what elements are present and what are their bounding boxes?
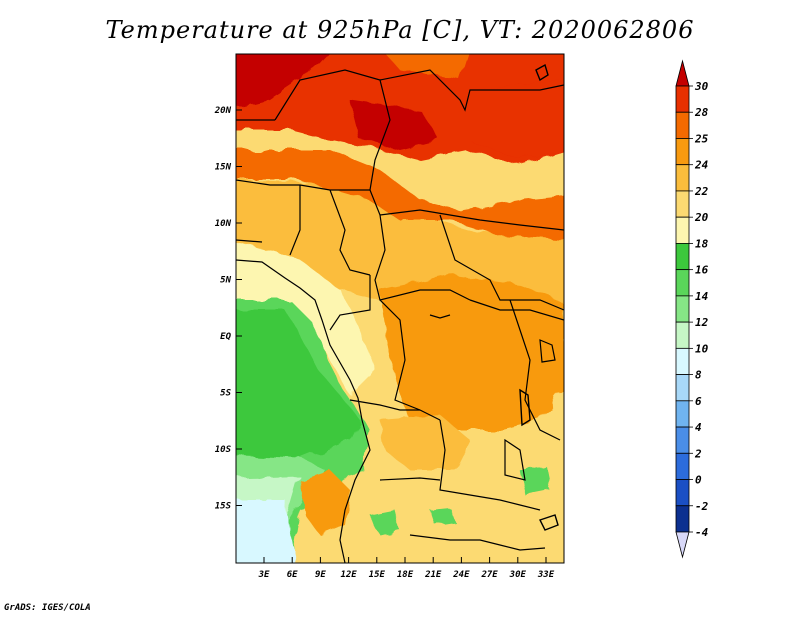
colorbar-label: 25 (694, 132, 709, 145)
lat-label: EQ (220, 332, 231, 342)
colorbar-label: 28 (694, 106, 709, 119)
lon-label: 3E (258, 570, 270, 580)
colorbar-segment (675, 164, 690, 192)
lon-label: 18E (397, 570, 414, 580)
lakes (519, 63, 559, 531)
colorbar-segment (675, 505, 690, 533)
plot-title: Temperature at 925hPa [C], VT: 202006280… (105, 16, 695, 44)
longitude-axis: 3E 6E 9E 12E 15E 18E 21E 24E 27E 30E 33E (258, 557, 555, 580)
colorbar-label: -2 (695, 500, 709, 513)
lon-label: 6E (287, 570, 298, 580)
lon-label: 33E (537, 570, 555, 580)
lon-label: 15E (369, 570, 386, 580)
country-borders (236, 69, 564, 563)
colorbar-segment (675, 295, 690, 323)
colorbar-label: 12 (695, 316, 709, 329)
colorbar-label: 10 (695, 342, 709, 355)
colorbar-segment (675, 479, 690, 507)
latitude-axis: 20N 15N 10N 5N EQ 5S 10S 15S (214, 106, 242, 512)
colorbar-label: 6 (695, 395, 702, 408)
colorbar-bottom-arrow (675, 531, 690, 559)
colorbar-segment (675, 216, 690, 244)
lon-label: 21E (424, 570, 442, 580)
colorbar-label: 24 (694, 159, 709, 172)
map-frame (235, 53, 565, 564)
colorbar-segment (675, 138, 690, 166)
colorbar-segment (675, 452, 690, 480)
lat-label: 20N (214, 106, 232, 116)
temperature-field (236, 54, 564, 563)
colorbar-label: 0 (695, 474, 702, 487)
lon-label: 30E (509, 570, 527, 580)
colorbar-label: 18 (695, 237, 709, 250)
lat-label: 5S (220, 389, 231, 399)
colorbar-label: 2 (694, 447, 702, 460)
lon-label: 12E (340, 570, 357, 580)
colorbar-segment (675, 269, 690, 297)
colorbar-segment (675, 321, 690, 349)
colorbar-top-arrow (675, 59, 690, 87)
colorbar-segment (675, 347, 690, 375)
lon-label: 24E (452, 570, 470, 580)
colorbar-segment (675, 111, 690, 139)
colorbar-label: 16 (695, 264, 709, 277)
colorbar-label: -4 (695, 526, 709, 539)
colorbar-label: 30 (694, 80, 709, 93)
colorbar-segment (675, 190, 690, 218)
colorbar-label: 20 (694, 211, 709, 224)
colorbar-label: 4 (695, 421, 702, 434)
colorbar-segment (675, 243, 690, 271)
colorbar-segment (675, 85, 690, 113)
credit-text: GrADS: IGES/COLA (4, 603, 91, 613)
colorbar-segment (675, 374, 690, 402)
lon-label: 9E (315, 570, 326, 580)
lat-label: 5N (220, 276, 231, 286)
colorbar-label: 22 (694, 185, 709, 198)
lat-label: 15S (215, 502, 232, 512)
lat-label: 10N (215, 219, 232, 229)
colorbar-label: 8 (695, 369, 702, 382)
colorbar-segment (675, 426, 690, 454)
lat-label: 15N (215, 163, 232, 173)
colorbar-segment (675, 400, 690, 428)
colorbar-label: 14 (695, 290, 709, 303)
lon-label: 27E (480, 570, 498, 580)
lat-label: 10S (215, 445, 232, 455)
